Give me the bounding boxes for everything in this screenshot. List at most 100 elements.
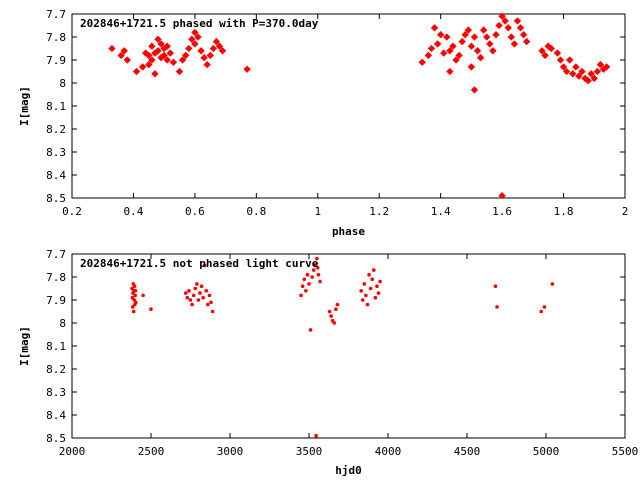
data-point (310, 275, 314, 279)
data-point (556, 56, 565, 64)
y-tick-label: 8.1 (46, 100, 66, 113)
data-point (365, 302, 370, 307)
y-tick-label: 8.3 (46, 146, 66, 159)
data-point (141, 293, 145, 298)
data-point (362, 282, 367, 286)
data-point (302, 277, 307, 282)
data-point (149, 307, 153, 312)
data-point (440, 49, 448, 57)
x-tick-label: 1.6 (492, 205, 512, 218)
data-point (553, 49, 562, 57)
data-point (446, 67, 454, 76)
data-point (335, 302, 340, 307)
y-tick-label: 7.8 (46, 31, 66, 44)
data-point (132, 284, 137, 289)
data-point (492, 31, 500, 39)
data-point (123, 56, 131, 64)
x-tick-label: 0.8 (246, 205, 266, 218)
x-tick-label: 0.6 (185, 205, 205, 218)
data-point (193, 286, 198, 291)
data-point (368, 286, 373, 291)
x-tick-label: 1.2 (369, 205, 389, 218)
y-tick-label: 8.3 (46, 386, 66, 399)
y-tick-label: 8.5 (46, 192, 66, 205)
x-tick-label: 1.4 (431, 205, 451, 218)
data-point (360, 298, 365, 302)
data-point (483, 33, 491, 41)
data-point (313, 263, 318, 268)
data-point (376, 291, 381, 295)
data-point (593, 67, 602, 76)
data-point (513, 17, 522, 25)
data-point (191, 40, 199, 48)
data-point (204, 289, 209, 293)
x-tick-label: 1 (314, 205, 321, 218)
data-point (486, 40, 494, 48)
data-point (480, 26, 488, 34)
data-point (427, 44, 436, 53)
data-point (489, 47, 497, 55)
data-point (120, 47, 128, 55)
data-point (495, 21, 503, 30)
data-point (443, 33, 451, 41)
data-point (200, 54, 208, 62)
data-point (195, 282, 199, 286)
data-point (370, 277, 375, 282)
y-tick-label: 8.5 (46, 432, 66, 445)
y-tick-label: 8.4 (46, 409, 66, 422)
data-point (206, 51, 214, 60)
data-point (446, 47, 454, 55)
x-axis-label: hjd0 (335, 464, 362, 477)
x-tick-label: 0.2 (62, 205, 82, 218)
data-points (130, 256, 555, 438)
data-point (300, 284, 305, 289)
data-point (132, 67, 141, 76)
data-point (203, 60, 211, 69)
data-point (523, 37, 531, 46)
y-tick-label: 8.4 (46, 169, 66, 182)
y-axis-label: I[mag] (18, 326, 31, 366)
data-point (329, 314, 333, 318)
data-point (596, 60, 605, 69)
data-point (373, 295, 378, 300)
data-point (371, 268, 376, 272)
data-point (183, 291, 188, 295)
data-point (206, 302, 210, 307)
data-point (209, 44, 217, 53)
data-point (207, 293, 212, 298)
data-point (299, 293, 303, 298)
chart-title: 202846+1721.5 not phased light curve (80, 257, 319, 270)
data-point (188, 298, 193, 302)
data-point (169, 58, 178, 66)
data-point (542, 305, 547, 309)
y-tick-label: 7.9 (46, 54, 66, 67)
data-point (304, 289, 308, 293)
data-point (449, 42, 457, 50)
data-point (108, 44, 116, 53)
y-tick-label: 8 (59, 77, 66, 90)
phased-light-curve-chart: 0.2 0.4 0.6 0.8 1 1.2 1.4 1.6 1.8 2 7.7 7.8 7.9 8 8.1 8… (18, 8, 628, 238)
data-point (305, 272, 310, 277)
x-tick-label: 5500 (612, 445, 639, 458)
x-tick-label: 5000 (533, 445, 560, 458)
data-point (201, 295, 205, 300)
data-point (550, 282, 555, 286)
data-point (476, 54, 485, 62)
data-point (316, 272, 321, 277)
data-point (318, 279, 322, 284)
data-point (470, 33, 479, 41)
data-point (315, 256, 319, 261)
data-point (334, 307, 338, 312)
data-point (436, 31, 445, 39)
y-tick-label: 7.8 (46, 271, 66, 284)
data-point (539, 309, 544, 314)
data-point (433, 40, 442, 48)
unphased-light-curve-chart: 2000 2500 3000 3500 4000 4500 5000 5500 7.7 7.8 7.… (18, 248, 638, 477)
data-point (215, 42, 224, 50)
y-tick-label: 7.7 (46, 8, 66, 21)
data-point (364, 293, 368, 298)
x-tick-label: 2500 (138, 445, 165, 458)
data-point (569, 70, 577, 78)
data-point (510, 40, 519, 48)
